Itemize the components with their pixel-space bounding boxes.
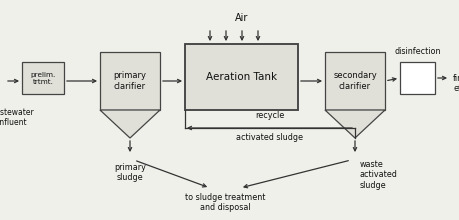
Bar [400,62,435,94]
Text: secondary
clarifier: secondary clarifier [333,71,377,91]
Bar [22,62,64,94]
Text: wastewater
influent: wastewater influent [0,108,34,127]
Text: activated sludge: activated sludge [236,133,303,142]
Text: recycle: recycle [255,111,285,120]
Bar [325,52,385,110]
Text: prelim.
trtmt.: prelim. trtmt. [30,72,56,84]
Polygon shape [100,110,160,138]
Text: to sludge treatment
and disposal: to sludge treatment and disposal [185,193,265,212]
Text: primary
clarifier: primary clarifier [113,71,146,91]
Text: disinfection: disinfection [394,47,441,56]
Text: primary
sludge: primary sludge [114,163,146,182]
Text: Air: Air [235,13,248,23]
Bar [185,44,298,110]
Text: Aeration Tank: Aeration Tank [206,72,277,82]
Bar [100,52,160,110]
Polygon shape [325,110,385,138]
Text: waste
activated
sludge: waste activated sludge [360,160,398,190]
Text: final
effluent: final effluent [453,74,459,94]
